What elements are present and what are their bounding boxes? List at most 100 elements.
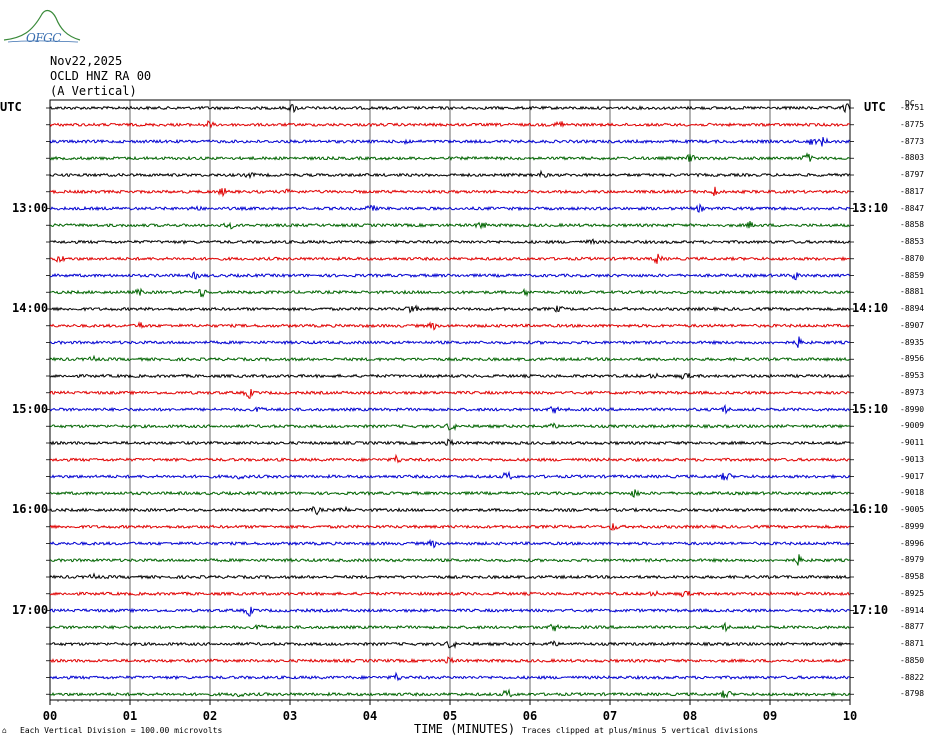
dc-offset-label: -8958 <box>900 572 925 581</box>
dc-offset-label: -9005 <box>900 505 925 514</box>
trace-line <box>49 169 851 180</box>
trace-line <box>49 136 851 147</box>
trace-line <box>49 505 851 516</box>
dc-offset-label: -8847 <box>900 203 925 213</box>
trace-line <box>49 271 851 281</box>
right-axis-label: UTC <box>864 100 886 114</box>
trace-line <box>49 572 851 580</box>
trace-line <box>49 640 851 649</box>
dc-offset-label: -8925 <box>900 588 925 598</box>
trace-line <box>49 671 850 682</box>
dc-offset-label: -8850 <box>900 655 925 665</box>
left-hour-label: 17:00 <box>12 602 49 617</box>
right-hour-label: 13:10 <box>852 200 889 215</box>
scale-note: Each Vertical Division = 100.00 microvol… <box>20 726 223 735</box>
dc-offset-label: -9011 <box>900 438 925 447</box>
trace-line <box>49 589 851 598</box>
logo-text: OFGC <box>26 31 61 45</box>
trace-line <box>49 538 851 549</box>
dc-offset-label: -8979 <box>900 555 925 565</box>
date-label: Nov22,2025 <box>50 54 123 68</box>
trace-line <box>49 422 851 432</box>
dc-offset-label: -8859 <box>900 270 925 280</box>
mountain-icon <box>3 9 81 43</box>
clip-note: Traces clipped at plus/minus 5 vertical … <box>522 726 759 735</box>
dc-offset-label: -8990 <box>900 404 925 414</box>
trace-line <box>49 470 851 481</box>
trace-line <box>49 656 851 664</box>
x-tick-label: 10 <box>843 709 857 723</box>
trace-line <box>49 621 851 633</box>
dc-offset-label: -8894 <box>900 304 925 313</box>
x-tick-label: 01 <box>123 709 137 723</box>
trace-line <box>49 489 851 498</box>
organization-logo: OFGC <box>2 4 82 45</box>
right-hour-label: 17:10 <box>852 602 889 617</box>
trace-line <box>49 287 851 298</box>
right-hour-label: 15:10 <box>852 401 889 416</box>
dc-offset-label: -8803 <box>900 153 925 163</box>
trace-line <box>49 403 851 415</box>
dc-offset-label: -9009 <box>900 421 925 431</box>
x-tick-label: 06 <box>523 709 537 723</box>
x-tick-label: 07 <box>603 709 617 723</box>
trace-line <box>49 438 851 447</box>
trace-line <box>49 253 851 264</box>
x-tick-label: 05 <box>443 709 457 723</box>
dc-offset-label: -8870 <box>900 253 925 263</box>
x-tick-label: 00 <box>43 709 57 723</box>
left-hour-label: 16:00 <box>12 502 49 516</box>
x-tick-label: 09 <box>763 709 777 723</box>
trace-line <box>49 120 851 129</box>
dc-offset-label: -8935 <box>900 337 925 347</box>
dc-offset-label: -8797 <box>900 170 925 179</box>
dc-offset-label: -8953 <box>900 371 925 380</box>
dc-offset-label: -8881 <box>900 287 925 297</box>
dc-offset-label: -8914 <box>900 605 925 615</box>
trace-line <box>49 336 851 348</box>
dc-offset-label: -8798 <box>900 689 925 699</box>
station-label: OCLD HNZ RA 00 <box>50 69 152 83</box>
trace-line <box>49 221 851 230</box>
trace-line <box>49 321 851 331</box>
dc-offset-label: -8853 <box>900 237 925 246</box>
dc-offset-label: -8956 <box>900 354 925 364</box>
dc-offset-label: -8751 <box>900 103 925 112</box>
small-mark: ⌂ <box>2 726 7 735</box>
dc-offset-label: -8858 <box>900 220 925 230</box>
dc-offset-label: -8877 <box>900 622 925 632</box>
trace-line <box>49 238 851 246</box>
trace-line <box>49 453 851 464</box>
trace-line <box>49 688 851 699</box>
dc-offset-label: -8871 <box>900 639 925 648</box>
trace-line <box>49 103 851 114</box>
dc-offset-label: -9018 <box>900 488 925 498</box>
dc-offset-label: -8999 <box>900 521 925 531</box>
trace-line <box>49 152 851 162</box>
x-tick-label: 08 <box>683 709 697 723</box>
trace-line <box>49 372 851 380</box>
right-hour-label: 16:10 <box>852 502 889 516</box>
dc-offset-label: -9017 <box>900 471 925 481</box>
trace-line <box>49 606 851 617</box>
x-tick-label: 03 <box>283 709 297 723</box>
x-tick-label: 02 <box>203 709 217 723</box>
x-tick-label: 04 <box>363 709 377 723</box>
left-hour-label: 15:00 <box>12 401 49 416</box>
trace-line <box>49 186 851 198</box>
dc-offset-label: -8822 <box>900 672 925 682</box>
trace-line <box>49 304 851 314</box>
trace-line <box>49 389 851 399</box>
dc-offset-label: -8817 <box>900 186 925 196</box>
dc-offset-label: -8773 <box>900 136 925 146</box>
component-label: (A Vertical) <box>50 84 137 98</box>
left-hour-label: 13:00 <box>12 200 49 215</box>
x-axis-title: TIME (MINUTES) <box>414 722 516 736</box>
dc-offset-label: -9013 <box>900 454 925 464</box>
dc-offset-label: -8775 <box>900 119 925 129</box>
trace-line <box>49 354 851 362</box>
dc-offset-label: -8907 <box>900 320 925 330</box>
left-axis-label: UTC <box>0 100 22 114</box>
dc-offset-label: -8996 <box>900 538 925 548</box>
